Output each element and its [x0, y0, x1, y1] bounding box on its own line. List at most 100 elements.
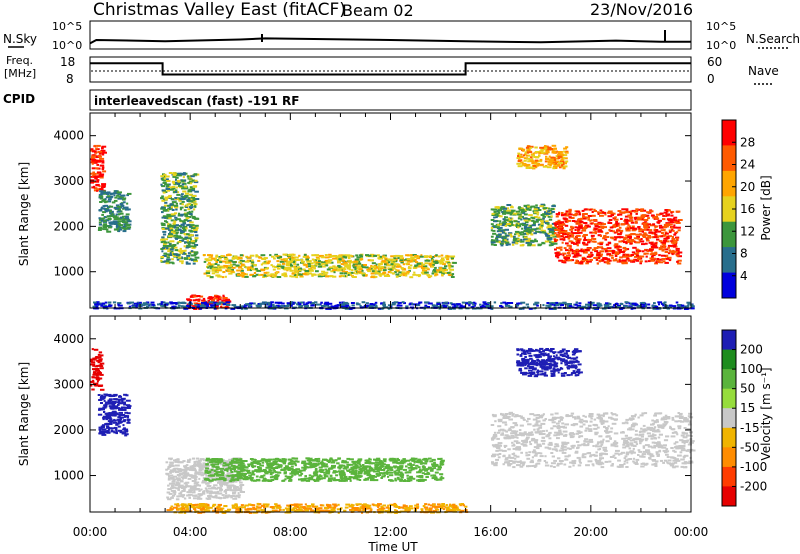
data-cell: [506, 219, 511, 222]
data-cell: [183, 497, 187, 500]
data-cell: [406, 270, 410, 273]
data-cell: [196, 464, 201, 467]
data-cell: [648, 248, 654, 251]
data-cell: [246, 259, 252, 262]
data-cell: [419, 255, 424, 258]
data-cell: [321, 256, 326, 259]
data-cell: [243, 273, 247, 275]
data-cell: [510, 206, 514, 209]
data-cell: [197, 496, 201, 499]
data-cell: [231, 256, 237, 259]
data-cell: [387, 261, 391, 264]
data-cell: [496, 239, 499, 241]
data-cell: [100, 388, 105, 391]
data-cell: [342, 255, 348, 258]
data-cell: [655, 225, 659, 228]
data-cell: [375, 263, 378, 266]
data-cell: [165, 180, 171, 182]
data-cell: [193, 308, 198, 310]
data-cell: [570, 217, 575, 219]
data-cell: [317, 275, 323, 278]
data-cell: [166, 260, 170, 263]
data-cell: [123, 393, 128, 396]
data-cell: [106, 426, 110, 429]
data-cell: [574, 226, 578, 229]
data-cell: [431, 458, 436, 461]
data-cell: [101, 428, 107, 431]
data-cell: [252, 275, 256, 278]
data-cell: [102, 170, 107, 173]
data-cell: [181, 173, 186, 176]
data-cell: [332, 257, 337, 260]
data-cell: [402, 274, 405, 277]
data-cell: [617, 228, 619, 231]
data-cell: [537, 218, 542, 221]
data-cell: [207, 495, 211, 497]
data-cell: [101, 149, 106, 152]
data-cell: [596, 251, 601, 254]
data-cell: [219, 482, 223, 485]
data-cell: [529, 156, 533, 159]
data-cell: [316, 257, 321, 260]
data-cell: [590, 255, 593, 258]
data-cell: [381, 260, 386, 263]
data-cell: [532, 222, 536, 225]
data-cell: [98, 371, 101, 374]
data-cell: [652, 307, 657, 310]
data-cell: [623, 241, 627, 244]
data-cell: [382, 303, 386, 306]
data-cell: [196, 497, 201, 500]
data-cell: [520, 207, 524, 210]
data-cell: [116, 418, 120, 421]
data-cell: [323, 303, 326, 305]
data-cell: [523, 229, 527, 232]
data-cell: [523, 159, 527, 162]
data-cell: [374, 266, 379, 269]
data-cell: [193, 240, 197, 243]
data-cell: [607, 222, 613, 224]
data-cell: [234, 495, 240, 498]
data-cell: [563, 213, 567, 216]
data-cell: [151, 303, 155, 306]
data-cell: [171, 480, 176, 483]
data-cell: [93, 144, 96, 147]
data-cell: [200, 493, 204, 496]
data-cell: [111, 201, 116, 204]
data-cell: [98, 372, 102, 375]
data-cell: [586, 247, 591, 250]
data-cell: [178, 199, 182, 202]
data-cell: [534, 206, 538, 209]
data-cell: [167, 222, 170, 225]
data-cell: [612, 230, 616, 233]
data-cell: [431, 261, 435, 264]
data-cell: [250, 262, 255, 265]
data-cell: [328, 256, 332, 258]
data-cell: [567, 252, 571, 254]
data-cell: [115, 224, 119, 227]
data-cell: [452, 306, 457, 309]
data-cell: [126, 405, 132, 408]
data-cell: [92, 364, 96, 367]
data-cell: [547, 228, 552, 231]
data-cell: [669, 306, 672, 309]
data-cell: [94, 177, 98, 180]
data-cell: [205, 474, 209, 477]
data-cell: [658, 240, 663, 243]
data-cell: [176, 180, 181, 183]
data-cell: [202, 462, 206, 465]
data-cell: [186, 224, 189, 227]
data-cell: [124, 434, 128, 437]
data-cell: [212, 491, 216, 494]
data-cell: [531, 244, 536, 247]
data-cell: [669, 250, 673, 253]
data-cell: [500, 207, 505, 210]
data-cell: [177, 304, 181, 307]
data-cell: [578, 218, 581, 221]
data-cell: [175, 186, 178, 189]
data-cell: [217, 267, 222, 270]
data-cell: [436, 261, 439, 264]
data-cell: [502, 207, 508, 210]
data-cell: [518, 147, 522, 150]
data-cell: [656, 213, 661, 216]
data-cell: [660, 245, 663, 248]
